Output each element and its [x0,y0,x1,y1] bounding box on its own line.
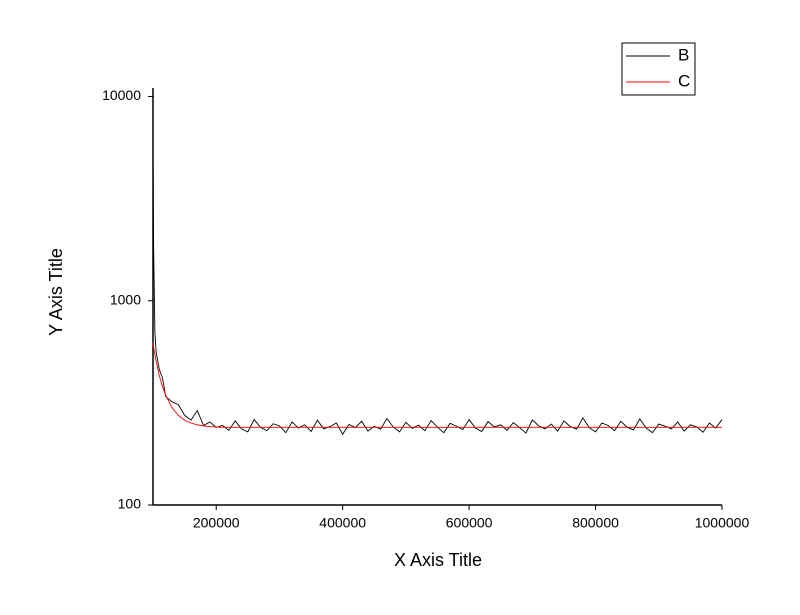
series-line [152,149,723,436]
legend-label: C [678,71,690,90]
x-tick-label: 400000 [319,515,366,531]
series-line [152,343,722,428]
x-tick-label: 800000 [572,515,619,531]
x-axis-title: X Axis Title [394,550,482,570]
y-tick-label: 1000 [110,291,141,307]
legend-label: B [678,45,689,64]
y-axis-title: Y Axis Title [46,248,66,336]
x-tick-label: 1000000 [695,515,750,531]
x-tick-label: 600000 [446,515,493,531]
legend-box [621,42,696,96]
y-tick-label: 10000 [102,87,141,103]
x-tick-label: 200000 [193,515,240,531]
y-tick-label: 100 [118,496,142,512]
